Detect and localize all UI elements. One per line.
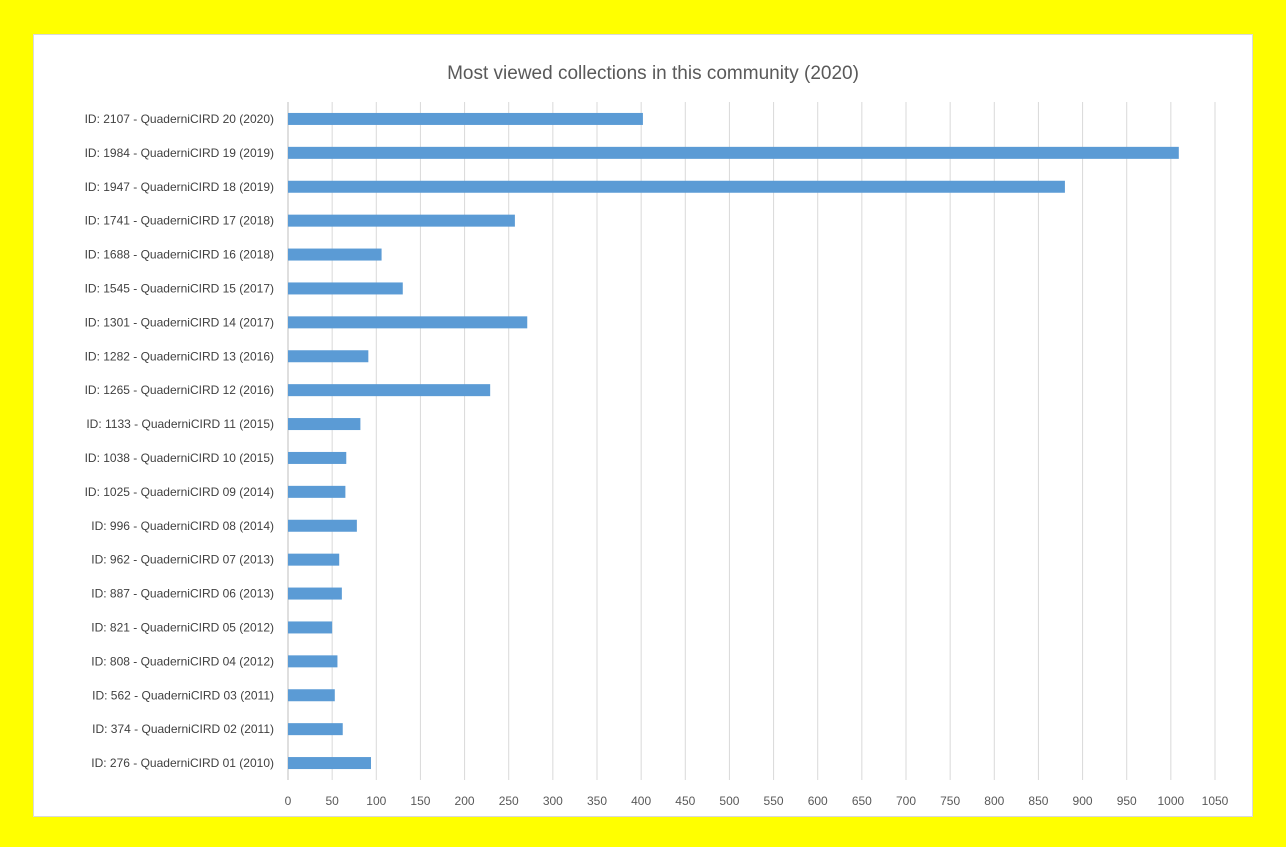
category-label: ID: 996 - QuaderniCIRD 08 (2014) <box>91 519 274 533</box>
x-tick-label: 950 <box>1117 794 1137 808</box>
bar <box>288 451 347 464</box>
bar <box>288 587 342 600</box>
gridlines <box>287 102 1216 780</box>
x-tick-label: 250 <box>499 794 519 808</box>
category-labels: ID: 2107 - QuaderniCIRD 20 (2020) ID: 198… <box>85 112 274 770</box>
x-tick-label: 600 <box>808 794 828 808</box>
category-label: ID: 1545 - QuaderniCIRD 15 (2017) <box>85 281 274 295</box>
bar <box>288 146 1179 159</box>
bar <box>288 553 340 566</box>
x-tick-label: 350 <box>587 794 607 808</box>
bar <box>288 214 515 227</box>
x-tick-label: 900 <box>1073 794 1093 808</box>
category-label: ID: 1301 - QuaderniCIRD 14 (2017) <box>85 315 274 329</box>
category-label: ID: 887 - QuaderniCIRD 06 (2013) <box>91 587 274 601</box>
bar-chart: Most viewed collections in this communit… <box>85 63 1229 808</box>
bar <box>288 384 491 397</box>
x-tick-label: 300 <box>543 794 563 808</box>
x-tick-label: 700 <box>896 794 916 808</box>
category-label: ID: 821 - QuaderniCIRD 05 (2012) <box>91 620 274 634</box>
category-label: ID: 1038 - QuaderniCIRD 10 (2015) <box>85 451 274 465</box>
bar <box>288 316 528 329</box>
bar <box>288 350 369 363</box>
x-tick-labels: 0 50 100 150 200 250 300 350 400 450 500 550 600 650 7… <box>285 794 1229 808</box>
category-label: ID: 808 - QuaderniCIRD 04 (2012) <box>91 654 274 668</box>
bar <box>288 248 382 261</box>
x-tick-label: 400 <box>631 794 651 808</box>
category-label: ID: 1025 - QuaderniCIRD 09 (2014) <box>85 485 274 499</box>
category-label: ID: 1688 - QuaderniCIRD 16 (2018) <box>85 248 274 262</box>
bar <box>288 180 1065 193</box>
x-tick-label: 0 <box>285 794 292 808</box>
bar <box>288 418 361 431</box>
bar <box>288 723 343 736</box>
bar <box>288 282 403 295</box>
x-tick-label: 500 <box>719 794 739 808</box>
chart-title: Most viewed collections in this communit… <box>447 63 859 84</box>
category-label: ID: 374 - QuaderniCIRD 02 (2011) <box>92 722 274 736</box>
category-label: ID: 562 - QuaderniCIRD 03 (2011) <box>92 688 274 702</box>
category-label: ID: 276 - QuaderniCIRD 01 (2010) <box>91 756 274 770</box>
x-tick-label: 450 <box>675 794 695 808</box>
category-label: ID: 1133 - QuaderniCIRD 11 (2015) <box>86 417 274 431</box>
category-label: ID: 1947 - QuaderniCIRD 18 (2019) <box>85 180 274 194</box>
bar <box>288 689 335 702</box>
bar <box>288 621 333 634</box>
bar <box>288 757 371 770</box>
bar <box>288 485 346 498</box>
category-label: ID: 1984 - QuaderniCIRD 19 (2019) <box>85 146 274 160</box>
x-tick-label: 150 <box>410 794 430 808</box>
x-tick-label: 650 <box>852 794 872 808</box>
x-tick-label: 750 <box>940 794 960 808</box>
bar <box>288 519 357 532</box>
x-tick-label: 1050 <box>1202 794 1229 808</box>
category-label: ID: 2107 - QuaderniCIRD 20 (2020) <box>85 112 274 126</box>
bars <box>288 112 1179 770</box>
category-label: ID: 1741 - QuaderniCIRD 17 (2018) <box>85 214 274 228</box>
x-tick-label: 50 <box>325 794 339 808</box>
bar <box>288 655 338 668</box>
category-label: ID: 1282 - QuaderniCIRD 13 (2016) <box>85 349 274 363</box>
x-tick-label: 100 <box>366 794 386 808</box>
x-tick-label: 800 <box>984 794 1004 808</box>
x-tick-label: 200 <box>455 794 475 808</box>
x-tick-label: 1000 <box>1158 794 1185 808</box>
x-tick-label: 850 <box>1028 794 1048 808</box>
bar <box>288 112 643 125</box>
category-label: ID: 962 - QuaderniCIRD 07 (2013) <box>91 553 274 567</box>
chart-panel: Most viewed collections in this communit… <box>33 34 1253 817</box>
x-tick-label: 550 <box>764 794 784 808</box>
category-label: ID: 1265 - QuaderniCIRD 12 (2016) <box>85 383 274 397</box>
